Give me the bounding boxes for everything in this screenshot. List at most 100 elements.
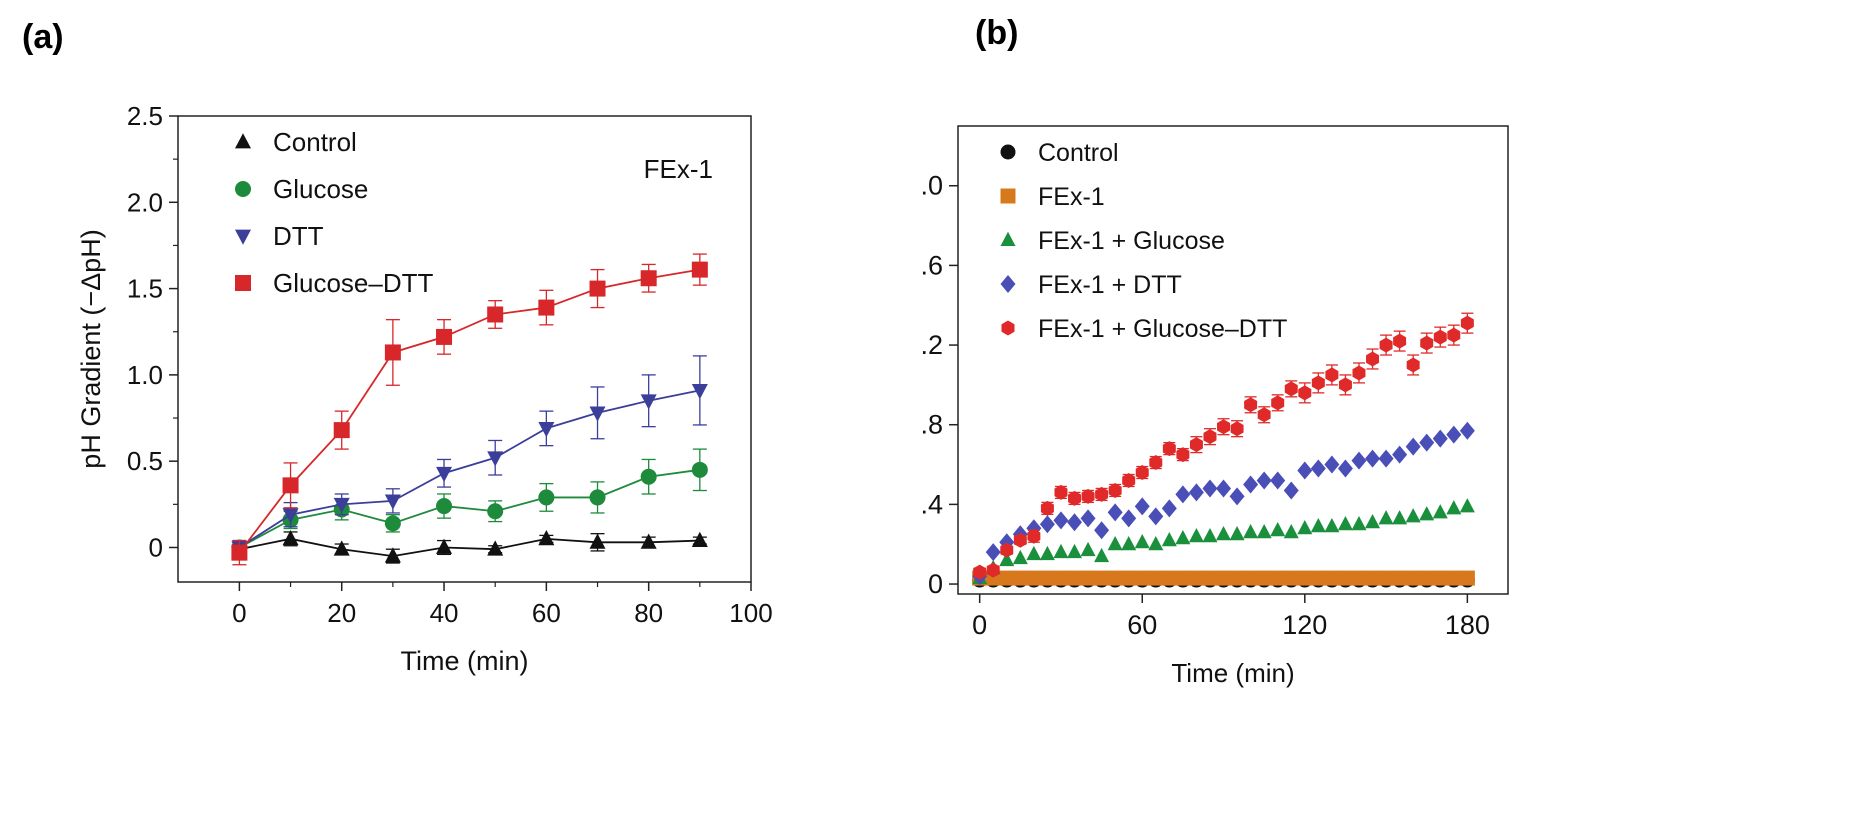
data-point [1026,570,1042,586]
data-point [487,451,504,467]
data-point [1148,535,1164,551]
data-point [1094,570,1110,586]
series-fex-1-glucose [972,498,1475,585]
data-point [436,498,453,515]
data-point [1121,570,1137,586]
x-tick-label: 40 [430,598,459,628]
data-point [1053,570,1069,586]
data-point [538,489,555,506]
data-point [1243,570,1259,586]
data-point [1392,510,1408,525]
data-point [1203,429,1217,445]
data-point [1217,419,1231,435]
x-tick-label: 100 [729,598,772,628]
legend-label: FEx-1 + DTT [1038,271,1182,299]
data-point [1000,542,1014,558]
data-point [436,328,453,345]
data-point [1365,514,1381,529]
data-point [691,461,708,478]
chart-a: 0 20 40 60 80 100 0 0.5 1.0 1.5 2.0 2.5 Time (min) pH… [76,101,773,676]
x-tick-label: 180 [1445,610,1490,640]
legend-marker [235,181,251,197]
data-point [1202,479,1218,498]
data-point [1337,570,1353,586]
legend-label: FEx-1 + Glucose–DTT [1038,315,1287,343]
data-point [1325,367,1339,383]
data-point [1202,570,1218,586]
data-point [1202,527,1218,543]
data-point [1256,524,1272,539]
data-point [1067,513,1083,532]
data-point [1392,570,1408,586]
data-point [1175,529,1191,545]
data-point [1324,570,1340,586]
data-point [691,384,708,400]
series-line [238,268,700,554]
data-point [1067,543,1083,559]
data-point [1365,449,1381,468]
data-point [487,540,504,556]
x-tick-label: 0 [232,598,246,628]
data-point [282,508,299,524]
data-point [1366,351,1380,367]
data-point [1459,498,1475,513]
data-point [1039,545,1055,561]
data-point [640,394,657,410]
data-point [1256,570,1272,586]
data-point [1161,570,1177,586]
data-point [1378,570,1394,586]
legend: Control Glucose DTT Glucose–DTT [235,127,433,298]
data-point [1189,437,1203,453]
x-tick-label: 120 [1282,610,1327,640]
data-point [1447,327,1461,343]
data-point [1121,535,1137,551]
data-point [1040,500,1054,516]
panel-label-b: (b) [975,14,1019,52]
legend-label: Control [273,127,357,157]
legend-label: FEx-1 [1038,183,1105,211]
legend-label: Glucose [273,174,368,204]
data-point [1053,511,1069,530]
data-point [589,406,606,422]
data-point [1270,570,1286,586]
data-point [1270,522,1286,537]
data-point [1378,510,1394,525]
data-point [986,562,1000,578]
data-point [1039,570,1055,586]
data-point [1365,570,1381,586]
data-point [1080,509,1096,528]
series-glucose-dtt [231,253,708,566]
annotation-label: FEx-1 [644,154,713,184]
legend-marker [1000,231,1016,246]
data-point [1121,509,1137,528]
data-point [640,468,657,485]
data-point [1351,516,1367,531]
data-point [1378,449,1394,468]
legend-marker [235,275,251,291]
data-point [1405,570,1421,586]
data-point [1311,375,1325,391]
y-tick-label: 0 [149,532,163,562]
data-point [1446,570,1462,586]
data-point [589,533,606,549]
legend: Control FEx-1 FEx-1 + Glucose FEx-1 + DTT FE… [1000,139,1287,343]
y-axis-label: pH Gradient (−ΔpH) [76,229,106,468]
x-tick-label: 60 [532,598,561,628]
data-point [1080,570,1096,586]
series-fex-1 [972,570,1475,586]
data-point [1107,570,1123,586]
data-point [538,530,555,546]
y-tick-label: 0.4 [920,489,943,519]
data-point [1352,365,1366,381]
data-point [1406,357,1420,373]
data-point [1175,485,1191,504]
data-point [1080,541,1096,557]
data-point [1135,465,1149,481]
data-point [1122,472,1136,488]
data-point [1337,516,1353,531]
data-point [1243,524,1259,539]
plot-frame [177,115,752,583]
data-point [1271,395,1285,411]
data-point [1310,570,1326,586]
